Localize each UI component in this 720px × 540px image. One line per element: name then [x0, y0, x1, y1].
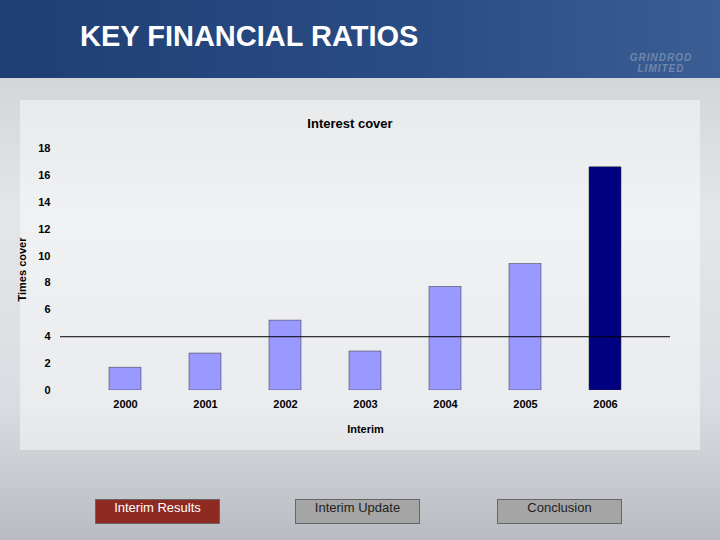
svg-text:16: 16: [38, 169, 50, 181]
svg-text:2005: 2005: [513, 398, 537, 410]
svg-text:2000: 2000: [113, 398, 137, 410]
html-text:Interest cover: Interest cover: [307, 116, 393, 131]
svg-text:0: 0: [44, 384, 50, 396]
svg-text:6: 6: [44, 303, 50, 315]
html-text:Interim Results: Interim Results: [114, 500, 201, 515]
html-text:KEY FINANCIAL RATIOS: KEY FINANCIAL RATIOS: [80, 20, 419, 52]
svg-text:2002: 2002: [273, 398, 297, 410]
svg-text:4: 4: [44, 330, 51, 342]
svg-text:Interim: Interim: [347, 423, 384, 435]
svg-text:2003: 2003: [353, 398, 377, 410]
html-text:Conclusion: Conclusion: [527, 500, 592, 515]
svg-text:8: 8: [44, 276, 50, 288]
svg-text:2: 2: [44, 357, 50, 369]
svg-text:12: 12: [38, 223, 50, 235]
html-text:Interim Update: Interim Update: [314, 500, 401, 515]
svg-text:2001: 2001: [193, 398, 217, 410]
svg-text:2004: 2004: [433, 398, 458, 410]
svg-text:18: 18: [38, 142, 50, 154]
html-text:GRINDROD LIMITED: GRINDROD LIMITED: [629, 52, 693, 74]
svg-text:14: 14: [38, 196, 51, 208]
svg-text:2006: 2006: [593, 398, 617, 410]
svg-text:Times cover: Times cover: [16, 237, 28, 302]
svg-text:10: 10: [38, 250, 50, 262]
